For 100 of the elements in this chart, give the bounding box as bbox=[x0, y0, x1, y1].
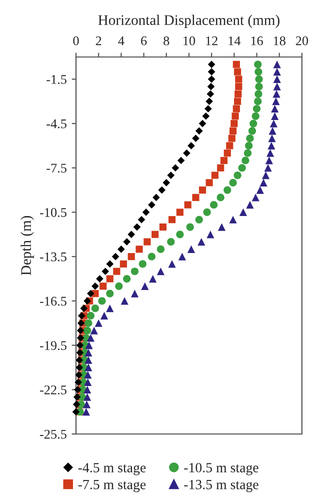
point bbox=[75, 371, 82, 379]
x-tick-label: 14 bbox=[228, 36, 241, 46]
point bbox=[72, 408, 80, 416]
point bbox=[156, 268, 165, 276]
point bbox=[268, 142, 276, 150]
point bbox=[74, 386, 82, 394]
point bbox=[252, 104, 261, 113]
point bbox=[100, 312, 108, 320]
y-tick-label: -22.5 bbox=[40, 385, 66, 394]
point bbox=[100, 282, 107, 290]
point bbox=[256, 186, 264, 194]
point bbox=[188, 142, 195, 150]
point bbox=[232, 60, 240, 68]
point bbox=[156, 245, 165, 253]
point bbox=[198, 238, 206, 246]
point bbox=[192, 134, 200, 142]
point bbox=[84, 364, 92, 372]
point bbox=[142, 208, 150, 216]
point bbox=[238, 164, 246, 172]
point bbox=[138, 216, 146, 224]
x-tick-label: 4 bbox=[118, 36, 124, 46]
point bbox=[72, 400, 80, 408]
y-tick-label: -7.5 bbox=[46, 164, 66, 173]
point bbox=[232, 112, 239, 120]
point bbox=[220, 156, 228, 164]
point bbox=[106, 290, 114, 298]
point bbox=[133, 223, 141, 231]
point bbox=[128, 253, 135, 260]
point bbox=[268, 127, 276, 135]
point bbox=[198, 186, 206, 194]
x-tick-label: 20 bbox=[296, 36, 308, 46]
point bbox=[87, 290, 94, 298]
point bbox=[106, 260, 114, 268]
point bbox=[102, 268, 110, 276]
point bbox=[206, 98, 213, 106]
point bbox=[273, 68, 281, 76]
point bbox=[235, 76, 242, 83]
x-axis-title: Horizontal Displacement (mm) bbox=[98, 14, 280, 28]
point bbox=[86, 334, 94, 342]
point bbox=[84, 378, 92, 386]
point bbox=[229, 216, 237, 224]
point bbox=[273, 60, 281, 68]
point bbox=[130, 290, 139, 298]
point bbox=[136, 246, 143, 253]
y-tick-label: -10.5 bbox=[40, 208, 66, 217]
point bbox=[148, 201, 156, 209]
point bbox=[206, 90, 214, 98]
point bbox=[168, 216, 176, 224]
point bbox=[96, 275, 104, 282]
point bbox=[255, 75, 263, 83]
point bbox=[239, 208, 247, 216]
point bbox=[273, 82, 281, 90]
point bbox=[250, 120, 258, 128]
legend-label: -4.5 m stage bbox=[78, 463, 146, 476]
point bbox=[260, 178, 268, 186]
point bbox=[246, 201, 254, 209]
point bbox=[115, 282, 123, 290]
point bbox=[186, 223, 194, 231]
point bbox=[266, 149, 274, 157]
point bbox=[230, 120, 238, 128]
point bbox=[159, 223, 167, 231]
point bbox=[218, 223, 226, 231]
point bbox=[183, 149, 190, 157]
point bbox=[76, 342, 84, 349]
point bbox=[92, 282, 99, 290]
point bbox=[228, 134, 236, 142]
point bbox=[76, 326, 84, 334]
point bbox=[206, 230, 214, 238]
point bbox=[80, 304, 88, 312]
point bbox=[148, 252, 156, 260]
point bbox=[226, 142, 234, 150]
point bbox=[118, 246, 125, 253]
point bbox=[229, 127, 237, 134]
point bbox=[76, 364, 84, 372]
point bbox=[84, 356, 92, 364]
point bbox=[123, 238, 131, 246]
x-tick-label: 10 bbox=[184, 36, 196, 46]
point bbox=[252, 194, 260, 202]
point bbox=[86, 312, 94, 320]
point bbox=[235, 83, 242, 90]
point bbox=[82, 408, 90, 416]
x-tick-label: 0 bbox=[73, 36, 79, 46]
point bbox=[254, 60, 262, 68]
point bbox=[167, 172, 175, 179]
point bbox=[224, 150, 231, 157]
point bbox=[224, 186, 232, 194]
point bbox=[172, 164, 180, 172]
point bbox=[208, 68, 216, 76]
point bbox=[203, 208, 211, 216]
point bbox=[167, 238, 175, 246]
point bbox=[207, 82, 215, 90]
point bbox=[184, 201, 192, 208]
point bbox=[234, 98, 242, 105]
point bbox=[176, 230, 184, 238]
point bbox=[210, 201, 218, 209]
point bbox=[130, 268, 139, 276]
point bbox=[195, 127, 203, 135]
point bbox=[120, 297, 128, 305]
point bbox=[271, 112, 279, 120]
point bbox=[245, 142, 253, 150]
